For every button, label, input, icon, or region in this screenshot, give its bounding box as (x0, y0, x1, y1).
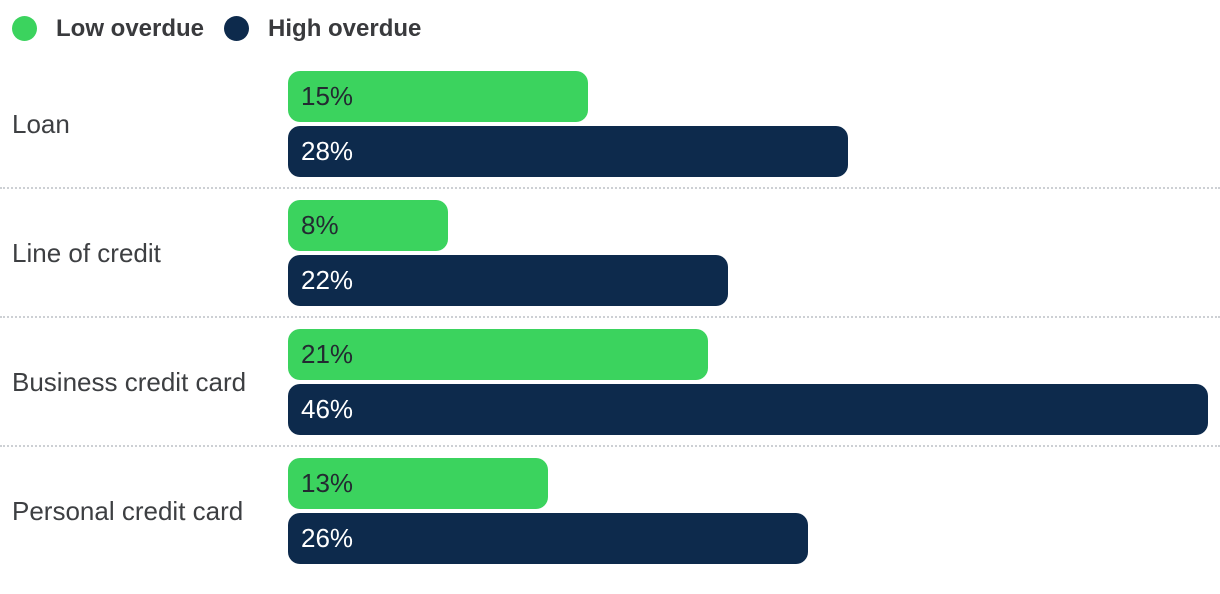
high-overdue-bar: 28% (288, 126, 848, 177)
legend-item-high-overdue: High overdue (224, 16, 421, 41)
high-overdue-legend-dot-icon (224, 16, 250, 41)
category-label: Personal credit card (12, 495, 244, 526)
legend-label: Low overdue (56, 15, 205, 42)
low-overdue-bar: 15% (288, 71, 588, 122)
category-label: Business credit card (12, 366, 247, 397)
overdue-bar-chart: Low overdue High overdue Loan 15% 28% Li… (0, 16, 1220, 594)
legend-label: High overdue (268, 15, 422, 42)
high-overdue-bar: 26% (288, 513, 808, 564)
low-overdue-bar: 8% (288, 200, 448, 251)
chart-row-line-of-credit: Line of credit 8% 22% (0, 189, 1220, 318)
category-label: Loan (12, 108, 70, 139)
low-overdue-legend-dot-icon (12, 16, 37, 41)
chart-row-business-credit-card: Business credit card 21% 46% (0, 318, 1220, 447)
category-label: Line of credit (12, 237, 161, 268)
bar-group: 13% 26% (288, 458, 1220, 564)
legend-item-low-overdue: Low overdue (12, 16, 204, 41)
chart-rows: Loan 15% 28% Line of credit 8% 22% Busin… (0, 60, 1220, 574)
chart-row-loan: Loan 15% 28% (0, 60, 1220, 189)
high-overdue-bar: 22% (288, 255, 728, 306)
high-overdue-bar: 46% (288, 384, 1208, 435)
bar-group: 8% 22% (288, 200, 1220, 306)
chart-legend: Low overdue High overdue (12, 16, 1220, 41)
chart-row-personal-credit-card: Personal credit card 13% 26% (0, 447, 1220, 574)
low-overdue-bar: 21% (288, 329, 708, 380)
low-overdue-bar: 13% (288, 458, 548, 509)
bar-group: 21% 46% (288, 329, 1220, 435)
bar-group: 15% 28% (288, 71, 1220, 177)
